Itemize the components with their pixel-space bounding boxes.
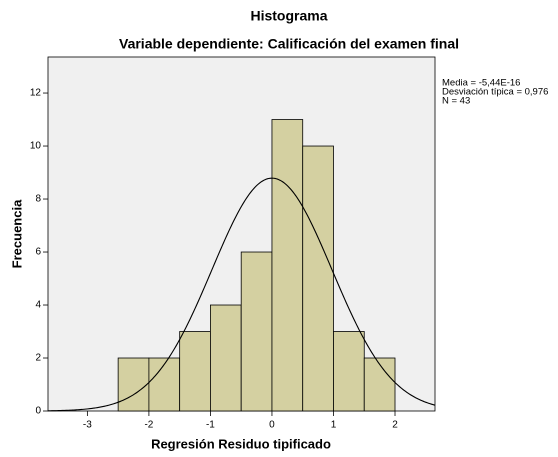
bar (333, 331, 365, 412)
x-tick-label: 1 (331, 420, 337, 431)
stat-label: Desviación típica = 0,976 (442, 87, 548, 98)
y-tick-label: 10 (30, 141, 42, 152)
bar (271, 119, 304, 412)
stat-label: Media = -5,44E-16 (442, 78, 520, 89)
y-tick-label: 6 (35, 247, 41, 258)
x-tick-label: -2 (144, 420, 153, 431)
x-tick-label: 2 (392, 420, 398, 431)
y-tick-label: 0 (35, 406, 41, 417)
normal-curve (47, 177, 436, 412)
y-tick-label: 8 (35, 194, 41, 205)
chart-subtitle: Variable dependiente: Calificación del e… (119, 36, 459, 52)
bar (117, 357, 150, 412)
bar (302, 145, 334, 412)
y-axis-label: Frecuencia (9, 199, 24, 268)
bar (363, 357, 396, 412)
x-tick-label: -1 (206, 420, 215, 431)
stat-label: N = 43 (442, 96, 470, 107)
y-tick-label: 12 (30, 88, 42, 99)
chart-title: Histograma (250, 8, 327, 24)
bar (179, 331, 211, 412)
bar (210, 304, 242, 412)
x-axis-label: Regresión Residuo tipificado (151, 436, 331, 451)
y-tick-label: 2 (35, 353, 41, 364)
bar (240, 251, 273, 412)
x-tick-label: 0 (269, 420, 275, 431)
bar (148, 357, 181, 412)
y-tick-label: 4 (35, 300, 41, 311)
x-tick-label: -3 (83, 420, 92, 431)
